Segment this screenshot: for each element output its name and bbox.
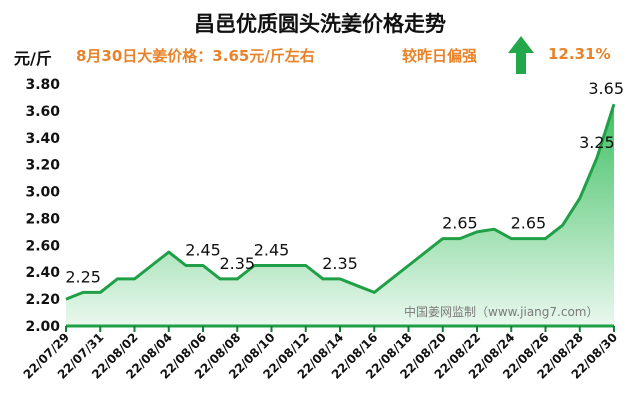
y-tick-label: 2.40: [25, 265, 60, 281]
data-label: 2.35: [219, 254, 255, 273]
price-line: [65, 103, 616, 301]
y-tick-label: 3.20: [25, 158, 60, 174]
chart-title: 昌邑优质圆头洗姜价格走势: [194, 12, 446, 36]
y-tick-label: 3.80: [25, 77, 60, 93]
y-tick-label: 3.40: [25, 131, 60, 147]
data-label: 2.25: [65, 267, 101, 286]
data-label: 3.65: [588, 79, 624, 98]
price-note: 8月30日大姜价格：3.65元/斤左右: [76, 47, 315, 65]
y-tick-label: 2.80: [25, 211, 60, 227]
price-area: [66, 104, 614, 326]
data-label: 2.45: [254, 241, 290, 260]
y-tick-label: 3.60: [25, 104, 60, 120]
data-label: 3.25: [579, 133, 615, 152]
compare-value: 12.31%: [548, 45, 611, 63]
y-tick-label: 2.60: [25, 238, 60, 254]
data-label: 2.45: [185, 241, 221, 260]
compare-label: 较昨日偏强: [402, 47, 478, 65]
y-tick-label: 2.20: [25, 292, 60, 308]
y-tick-label: 2.00: [25, 319, 60, 335]
data-label: 2.65: [511, 214, 547, 233]
y-axis-unit-label: 元/斤: [14, 49, 52, 68]
data-labels: 2.252.452.352.452.352.65 2.653.253.65: [65, 79, 624, 286]
y-tick-label: 3.00: [25, 185, 60, 201]
x-axis: 22/07/2922/07/3122/08/0222/08/0422/08/06…: [21, 324, 620, 382]
data-label: 2.35: [322, 254, 358, 273]
data-label: 2.65: [442, 214, 478, 233]
up-arrow-icon: [508, 36, 534, 78]
watermark: 中国姜网监制（www.jiang7.com）: [404, 304, 598, 319]
y-axis: 2.00 2.20 2.40 2.60 2.80 3.00 3.20 3.40 3.60 3.80: [25, 77, 60, 335]
